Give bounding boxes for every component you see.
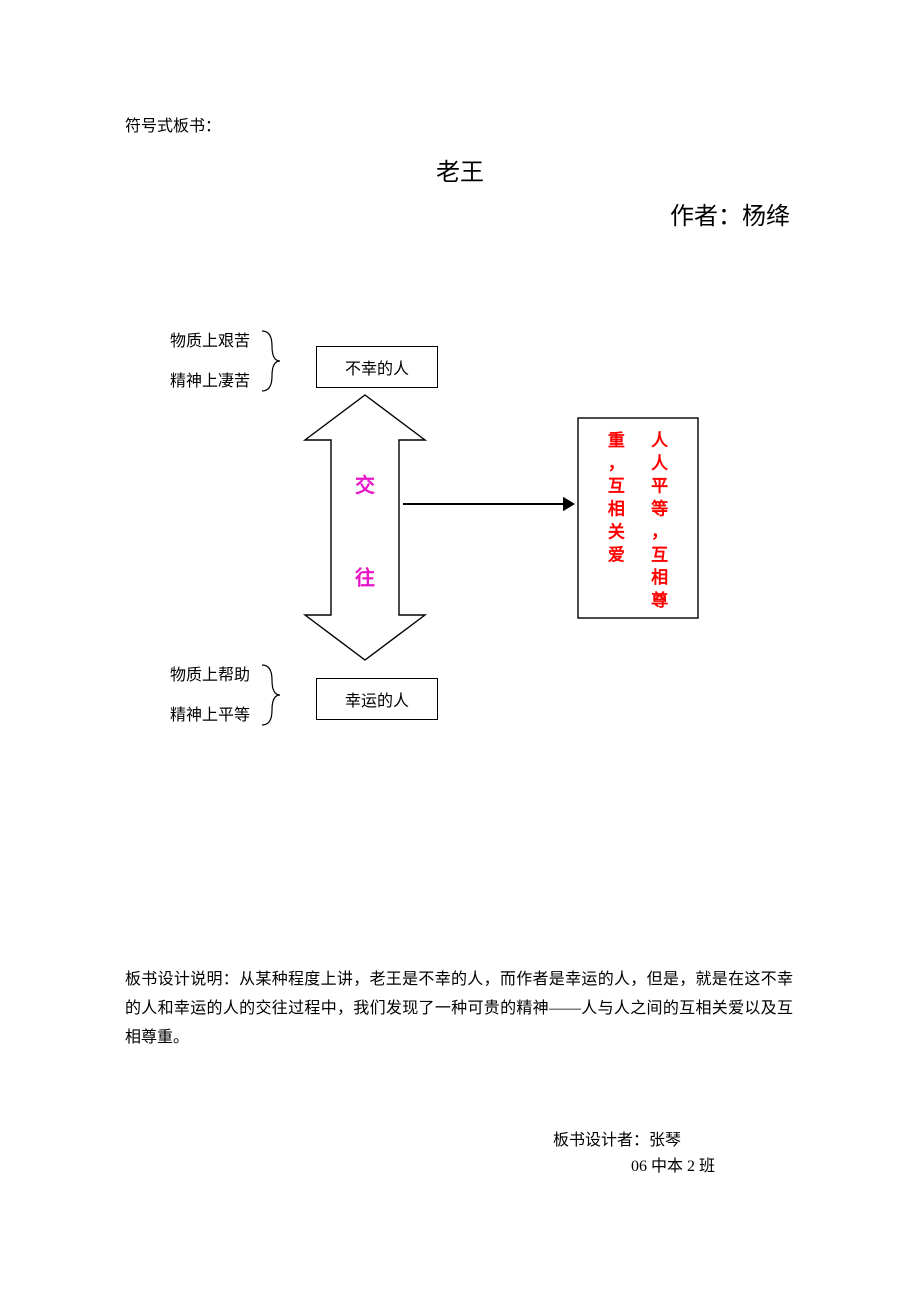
svg-text:相: 相 [608,499,625,519]
svg-text:平: 平 [651,477,668,496]
designer-class: 06 中本 2 班 [553,1154,715,1180]
svg-text:人: 人 [651,454,669,473]
designer-block: 板书设计者：张琴 06 中本 2 班 [553,1128,715,1179]
designer-name: 张琴 [649,1132,681,1149]
svg-text:等: 等 [651,499,668,519]
svg-text:关: 关 [608,521,625,541]
svg-text:，: ， [608,454,625,473]
svg-text:尊: 尊 [651,590,668,610]
description-paragraph: 板书设计说明：从某种程度上讲，老王是不幸的人，而作者是幸运的人，但是，就是在这不… [125,966,793,1052]
svg-text:交: 交 [355,473,375,497]
svg-text:，: ， [651,522,668,541]
page: 符号式板书： 老王 作者：杨绛 物质上艰苦 精神上凄苦 不幸的人 物质上帮助 精… [0,0,920,1302]
svg-text:重: 重 [608,430,625,450]
diagram-svg: 交往人人平等，互相尊重，互相关爱 [0,0,920,1302]
svg-text:人: 人 [651,431,669,450]
svg-text:往: 往 [355,566,375,590]
svg-text:爱: 爱 [608,544,625,564]
svg-text:互: 互 [651,545,668,564]
svg-text:互: 互 [608,477,625,496]
svg-text:相: 相 [651,567,668,587]
designer-label: 板书设计者： [553,1132,649,1149]
